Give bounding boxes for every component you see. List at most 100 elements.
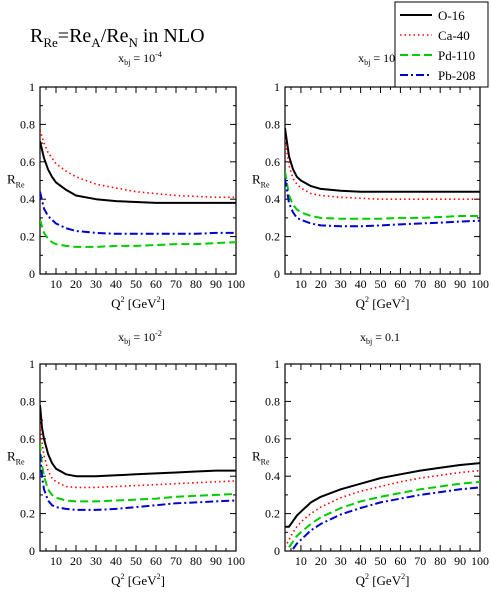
y-tick-label: 0.2	[20, 230, 35, 244]
series-line-ca-40	[40, 129, 236, 199]
y-tick-label: 0.4	[20, 469, 35, 483]
series-line-o-16	[40, 405, 236, 478]
legend: O-16 Ca-40 Pd-110 Pb-208	[394, 1, 489, 88]
series-line-o-16	[40, 140, 236, 204]
x-tick-label: 20	[315, 554, 327, 568]
x-tick-label: 100	[227, 554, 245, 568]
x-tick-label: 10	[50, 554, 62, 568]
series-line-pd-110	[40, 442, 236, 503]
y-tick-label: 0.4	[265, 469, 280, 483]
y-axis-label: RRe	[252, 449, 270, 467]
x-axis-label: Q2 [GeV2]	[356, 572, 410, 588]
y-tick-label: 0.4	[20, 192, 35, 206]
chart-panels: xbj = 10-410 20 30 40 50 60 70 80 90 10000.20.40.…	[7, 50, 489, 588]
series-line-o-16	[285, 462, 480, 528]
y-tick-label: 0.4	[265, 192, 280, 206]
y-tick-label: 0.2	[20, 507, 35, 521]
x-axis-label: Q2 [GeV2]	[356, 295, 410, 311]
x-tick-label: 60	[394, 277, 406, 291]
x-tick-label: 80	[434, 277, 446, 291]
y-tick-label: 0.2	[265, 230, 280, 244]
x-tick-label: 10	[295, 554, 307, 568]
x-tick-label: 30	[335, 277, 347, 291]
y-tick-label: 0.8	[265, 117, 280, 131]
y-tick-label: 1	[29, 357, 35, 371]
series-line-pd-110	[288, 480, 480, 548]
x-tick-label: 90	[210, 554, 222, 568]
chart-panel-1: xbj = 10-4 10 20 30 40 50 60 70 80 90 100 0 0.2 0.4 0.…	[7, 50, 245, 311]
y-tick-label: 0.8	[265, 394, 280, 408]
x-tick-label: 70	[414, 554, 426, 568]
x-tick-label: 60	[150, 277, 162, 291]
y-tick-label: 0.8	[20, 117, 35, 131]
x-tick-label: 40	[110, 554, 122, 568]
y-tick-label: 1	[274, 80, 280, 94]
x-tick-label: 10	[295, 277, 307, 291]
y-tick-label: 0.6	[20, 432, 35, 446]
y-tick-label: 1	[274, 357, 280, 371]
legend-label: Pd-110	[438, 48, 475, 63]
y-tick-label: 0	[29, 544, 35, 558]
x-tick-label: 10	[50, 277, 62, 291]
y-tick-label: 0	[274, 267, 280, 281]
legend-label: Ca-40	[438, 28, 470, 43]
x-tick-label: 40	[355, 277, 367, 291]
y-tick-label: 0	[29, 267, 35, 281]
series-line-pb-208	[285, 178, 480, 228]
x-tick-label: 40	[355, 554, 367, 568]
x-tick-label: 30	[90, 554, 102, 568]
plot-frame	[284, 86, 481, 275]
x-tick-label: 70	[414, 277, 426, 291]
figure-title: RRe=ReA/ReN in NLO	[30, 25, 205, 50]
x-axis-label: Q2 [GeV2]	[111, 572, 165, 588]
y-axis-label: RRe	[252, 172, 270, 190]
y-axis-label: RRe	[7, 172, 25, 190]
x-tick-label: 90	[454, 277, 466, 291]
y-tick-label: 0.6	[20, 155, 35, 169]
x-tick-label: 20	[70, 554, 82, 568]
x-tick-label: 20	[315, 277, 327, 291]
y-tick-label: 0.6	[265, 155, 280, 169]
series-line-ca-40	[40, 420, 236, 489]
series-line-ca-40	[285, 139, 480, 200]
x-tick-label: 80	[190, 277, 202, 291]
x-tick-label: 50	[375, 277, 387, 291]
x-tick-label: 90	[454, 554, 466, 568]
legend-label: O-16	[438, 8, 465, 23]
chart-panel-2: xbj = 10-310203040506070809010000.20.40.…	[252, 50, 489, 311]
x-tick-label: 40	[110, 277, 122, 291]
x-tick-label: 20	[70, 277, 82, 291]
chart-panel-4: xbj = 0.1 10 20 30 40 50 60 70 80 90 100 0 0.2 0.4 0.6…	[252, 330, 489, 588]
legend-box	[394, 1, 489, 88]
panel-title: xbj = 10-4	[118, 50, 162, 67]
x-tick-label: 70	[170, 554, 182, 568]
x-tick-label: 90	[210, 277, 222, 291]
chart-panel-3: xbj = 10-2 10 20 30 40 50 60 70 80 90 100 0 0.2 0.4 0.…	[7, 329, 245, 588]
x-axis-label: Q2 [GeV2]	[111, 295, 165, 311]
x-tick-label: 50	[130, 277, 142, 291]
plot-frame	[284, 363, 481, 552]
series-line-pb-208	[40, 191, 236, 235]
y-tick-label: 0.2	[265, 507, 280, 521]
x-tick-label: 30	[335, 554, 347, 568]
y-tick-label: 0.6	[265, 432, 280, 446]
x-tick-label: 50	[375, 554, 387, 568]
series-line-pb-208	[292, 486, 480, 550]
x-tick-label: 100	[227, 277, 245, 291]
y-tick-label: 0.8	[20, 394, 35, 408]
series-line-pd-110	[285, 170, 480, 220]
plot-frame	[39, 363, 237, 552]
y-tick-label: 0	[274, 544, 280, 558]
x-tick-label: 50	[130, 554, 142, 568]
x-tick-label: 100	[471, 554, 489, 568]
panel-title: xbj = 10-2	[118, 329, 162, 346]
x-tick-label: 100	[471, 277, 489, 291]
x-tick-label: 60	[394, 554, 406, 568]
series-line-ca-40	[285, 469, 480, 548]
x-tick-label: 80	[190, 554, 202, 568]
y-axis-label: RRe	[7, 449, 25, 467]
legend-label: Pb-208	[438, 68, 476, 83]
x-tick-label: 60	[150, 554, 162, 568]
x-tick-label: 70	[170, 277, 182, 291]
